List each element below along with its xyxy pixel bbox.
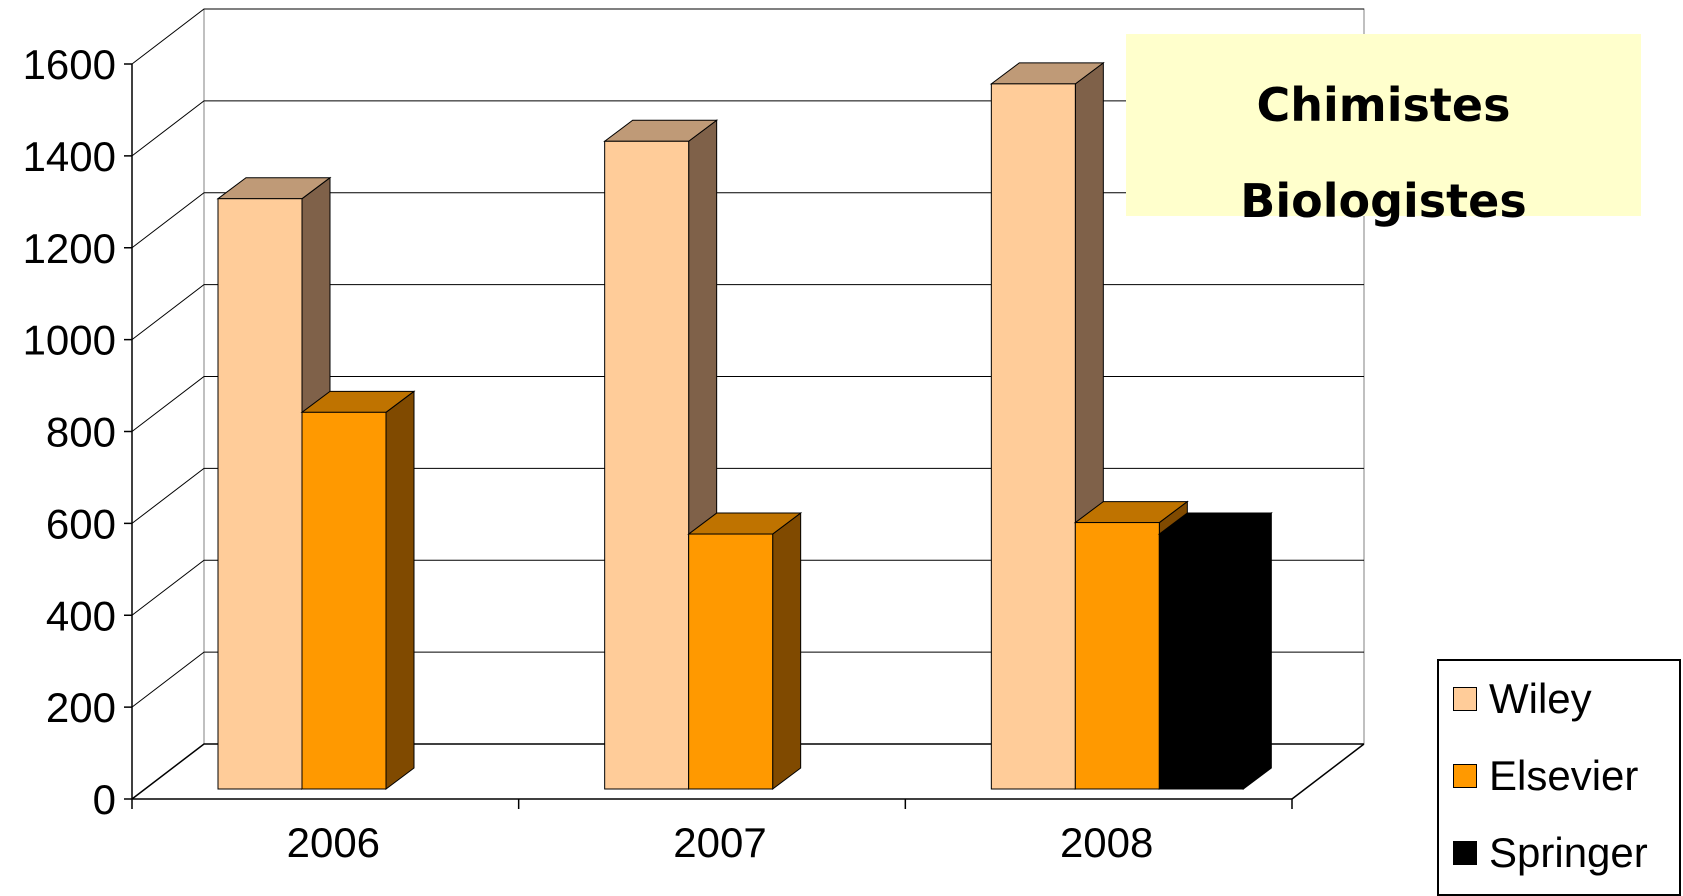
x-tick-label: 2007	[673, 819, 766, 866]
y-tick-label: 200	[46, 684, 116, 731]
annotation-line-1: Chimistes	[1256, 78, 1511, 132]
legend-item-springer: Springer	[1453, 828, 1648, 878]
x-tick-label: 2006	[287, 819, 380, 866]
gridline	[131, 559, 1364, 616]
y-tick-label: 400	[46, 592, 116, 639]
gridline	[131, 100, 1364, 157]
legend-label-wiley: Wiley	[1489, 675, 1592, 722]
annotation-box: Chimistes Biologistes	[1126, 34, 1641, 228]
y-tick-label: 1000	[23, 317, 116, 364]
y-tick-label: 1200	[23, 225, 116, 272]
gridline	[131, 8, 1364, 65]
legend-swatch-elsevier	[1453, 764, 1477, 788]
gridlines	[131, 8, 1364, 800]
y-tick-label: 0	[93, 776, 116, 823]
legend-item-elsevier: Elsevier	[1453, 751, 1638, 801]
y-tick-label: 1600	[23, 41, 116, 88]
bars	[216, 61, 1273, 790]
annotation-line-2: Biologistes	[1240, 174, 1527, 228]
bar-elsevier-2007	[688, 533, 774, 790]
x-tick-label: 2008	[1060, 819, 1153, 866]
bar-elsevier-2008	[1074, 522, 1160, 790]
floor-right-edge	[1291, 743, 1365, 800]
gridline	[131, 192, 1364, 249]
gridline	[131, 284, 1364, 341]
gridline	[131, 743, 1364, 800]
bar-wiley-2006	[217, 198, 303, 790]
bar-wiley-2008	[990, 83, 1076, 790]
bar-side-springer-2008	[1242, 512, 1272, 790]
bar-wiley-2007	[604, 140, 690, 790]
gridline	[131, 467, 1364, 524]
bar-side-elsevier-2007	[772, 512, 802, 790]
tick-labels: 0 200 400 600 800 1000 1200 1400 1600 2006 2007 200…	[23, 41, 1154, 866]
bar-elsevier-2006	[301, 411, 387, 790]
bar-side-elsevier-2006	[385, 390, 415, 790]
gridline	[131, 651, 1364, 708]
y-tick-label: 1400	[23, 133, 116, 180]
legend-label-elsevier: Elsevier	[1489, 752, 1639, 799]
y-tick-label: 800	[46, 409, 116, 456]
legend: Wiley Elsevier Springer	[1437, 659, 1681, 896]
gridline	[131, 376, 1364, 432]
legend-label-springer: Springer	[1489, 829, 1648, 876]
axes	[124, 63, 1293, 809]
legend-swatch-wiley	[1453, 687, 1477, 711]
bar-springer-2008	[1158, 533, 1244, 790]
legend-item-wiley: Wiley	[1453, 674, 1592, 724]
legend-swatch-springer	[1453, 841, 1477, 865]
y-tick-label: 600	[46, 500, 116, 547]
